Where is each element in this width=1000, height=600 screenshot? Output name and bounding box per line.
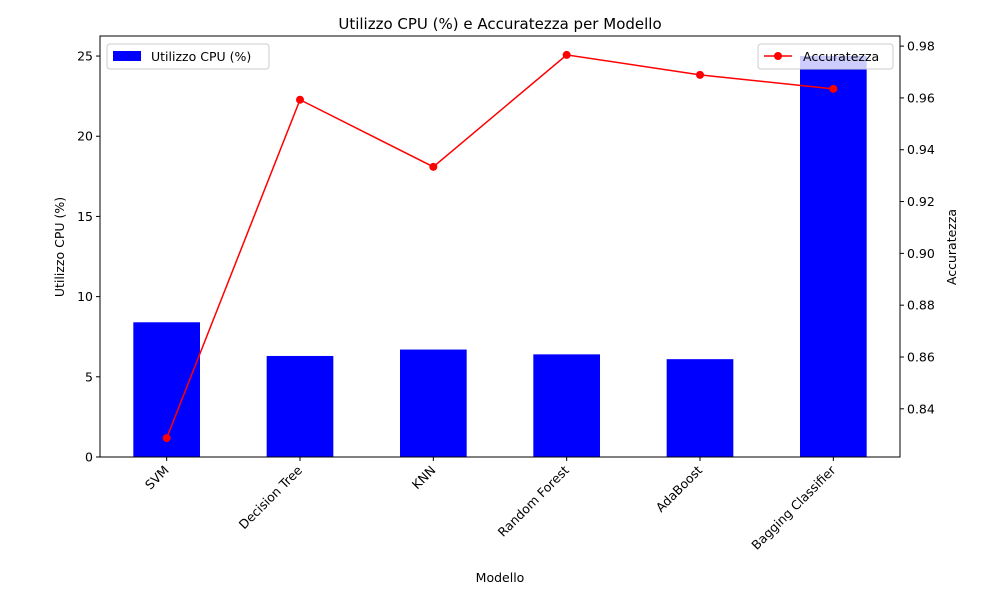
right-axis: 0.84 0.86 0.88 0.90 0.92 0.94 0.96 0.98 bbox=[900, 39, 935, 416]
x-tick-label: Bagging Classifier bbox=[748, 462, 839, 553]
y2-tick-label: 0.86 bbox=[907, 349, 935, 364]
bar bbox=[800, 56, 867, 458]
y2-tick-label: 0.96 bbox=[907, 90, 935, 105]
bar bbox=[666, 359, 734, 457]
y-tick-label: 0 bbox=[85, 450, 93, 465]
y-tick-label: 15 bbox=[77, 209, 93, 224]
accuracy-point bbox=[162, 434, 171, 443]
line-layer bbox=[162, 50, 838, 443]
x-tick-label: Random Forest bbox=[495, 462, 572, 539]
chart-title: Utilizzo CPU (%) e Accuratezza per Model… bbox=[338, 15, 661, 33]
y2-tick-label: 0.84 bbox=[907, 401, 935, 416]
bar bbox=[400, 349, 467, 457]
y-tick-label: 10 bbox=[77, 289, 93, 304]
y2-axis-title: Accuratezza bbox=[944, 209, 959, 285]
x-axis-title: Modello bbox=[476, 570, 525, 585]
bars-layer bbox=[133, 56, 867, 458]
plot-frame bbox=[99, 35, 901, 458]
legend-right-label: Accuratezza bbox=[803, 49, 879, 64]
legend-left-box bbox=[106, 43, 270, 70]
accuracy-point bbox=[429, 162, 438, 171]
y-tick-label: 5 bbox=[85, 369, 93, 384]
accuracy-point bbox=[296, 95, 304, 104]
y-axis-title: Utilizzo CPU (%) bbox=[52, 197, 67, 297]
legend-right: Accuratezza bbox=[757, 43, 894, 70]
x-axis: SVM Decision Tree KNN Random Forest AdaBoost… bbox=[142, 457, 839, 553]
y2-tick-label: 0.94 bbox=[907, 142, 935, 157]
left-axis: 0 5 10 15 20 25 bbox=[77, 49, 100, 465]
accuracy-point bbox=[562, 50, 571, 59]
accuracy-point bbox=[829, 84, 838, 93]
bar bbox=[533, 354, 600, 457]
accuracy-point bbox=[696, 70, 704, 79]
y-tick-label: 25 bbox=[77, 49, 93, 64]
x-tick-label: KNN bbox=[409, 463, 439, 493]
legend-left-label: Utilizzo CPU (%) bbox=[151, 49, 251, 64]
x-tick-label: Decision Tree bbox=[236, 462, 306, 532]
y-tick-label: 20 bbox=[77, 129, 93, 144]
y2-tick-label: 0.90 bbox=[907, 246, 935, 261]
accuracy-line bbox=[165, 54, 834, 439]
y2-tick-label: 0.88 bbox=[907, 298, 935, 313]
legend-right-box bbox=[757, 43, 894, 70]
legend-right-swatch-marker bbox=[774, 52, 782, 60]
y2-tick-label: 0.92 bbox=[907, 194, 935, 209]
y2-tick-label: 0.98 bbox=[907, 39, 935, 54]
bar bbox=[266, 355, 334, 457]
x-tick-label: AdaBoost bbox=[653, 462, 706, 515]
x-tick-label: SVM bbox=[142, 463, 172, 493]
legend-left: Utilizzo CPU (%) bbox=[106, 43, 270, 70]
legend-left-swatch bbox=[113, 51, 141, 61]
